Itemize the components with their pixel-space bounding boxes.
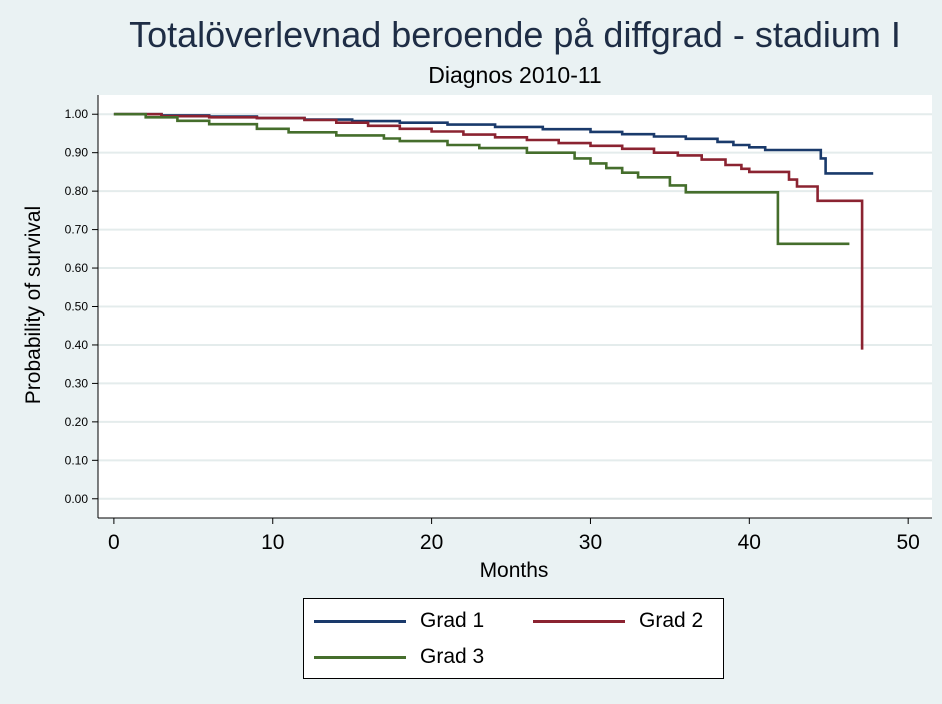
series-lines xyxy=(113,112,874,350)
legend-label-grad-2: Grad 2 xyxy=(639,609,704,632)
x-tick-label: 30 xyxy=(579,531,602,554)
legend-label-grad-3: Grad 3 xyxy=(420,645,485,668)
x-tick-label: 40 xyxy=(738,531,761,554)
chart-title: Totalöverlevnad beroende på diffgrad - s… xyxy=(129,14,901,55)
x-tick-label: 50 xyxy=(896,531,919,554)
y-tick-label: 0.00 xyxy=(65,492,89,506)
y-tick-label: 0.80 xyxy=(65,184,89,198)
legend-entry-grad-1: Grad 1 xyxy=(314,609,484,633)
legend-swatch-grad-1 xyxy=(314,619,406,623)
y-tick-label: 1.00 xyxy=(65,107,89,121)
legend-entry-grad-2: Grad 2 xyxy=(533,609,703,633)
x-tick-label: 10 xyxy=(261,531,284,554)
x-tick-label: 0 xyxy=(108,531,120,554)
x-axis-label: Months xyxy=(479,559,549,582)
legend-label-grad-1: Grad 1 xyxy=(420,609,485,632)
y-tick-label: 0.50 xyxy=(65,300,89,314)
y-tick-label: 0.60 xyxy=(65,261,89,275)
legend: Grad 1 Grad 2 Grad 3 xyxy=(303,598,724,679)
legend-swatch-grad-3 xyxy=(314,655,406,659)
series-line-grad-3 xyxy=(113,112,850,246)
series-line-grad-2 xyxy=(113,112,864,350)
legend-entry-grad-3: Grad 3 xyxy=(314,645,484,669)
axis-ticks: 0.00 0.10 0.20 0.30 0.40 0.50 0.60 0.70 0.80 0.90… xyxy=(65,107,920,554)
y-tick-label: 0.20 xyxy=(65,415,89,429)
y-tick-label: 0.30 xyxy=(65,376,89,390)
grid-lines xyxy=(98,113,932,500)
legend-swatch-grad-2 xyxy=(533,619,625,623)
y-axis-label: Probability of survival xyxy=(22,205,45,405)
chart-subtitle: Diagnos 2010-11 xyxy=(428,62,602,88)
x-tick-label: 20 xyxy=(420,531,443,554)
y-tick-label: 0.10 xyxy=(65,453,89,467)
y-tick-label: 0.40 xyxy=(65,338,89,352)
y-tick-label: 0.70 xyxy=(65,223,89,237)
y-tick-label: 0.90 xyxy=(65,146,89,160)
